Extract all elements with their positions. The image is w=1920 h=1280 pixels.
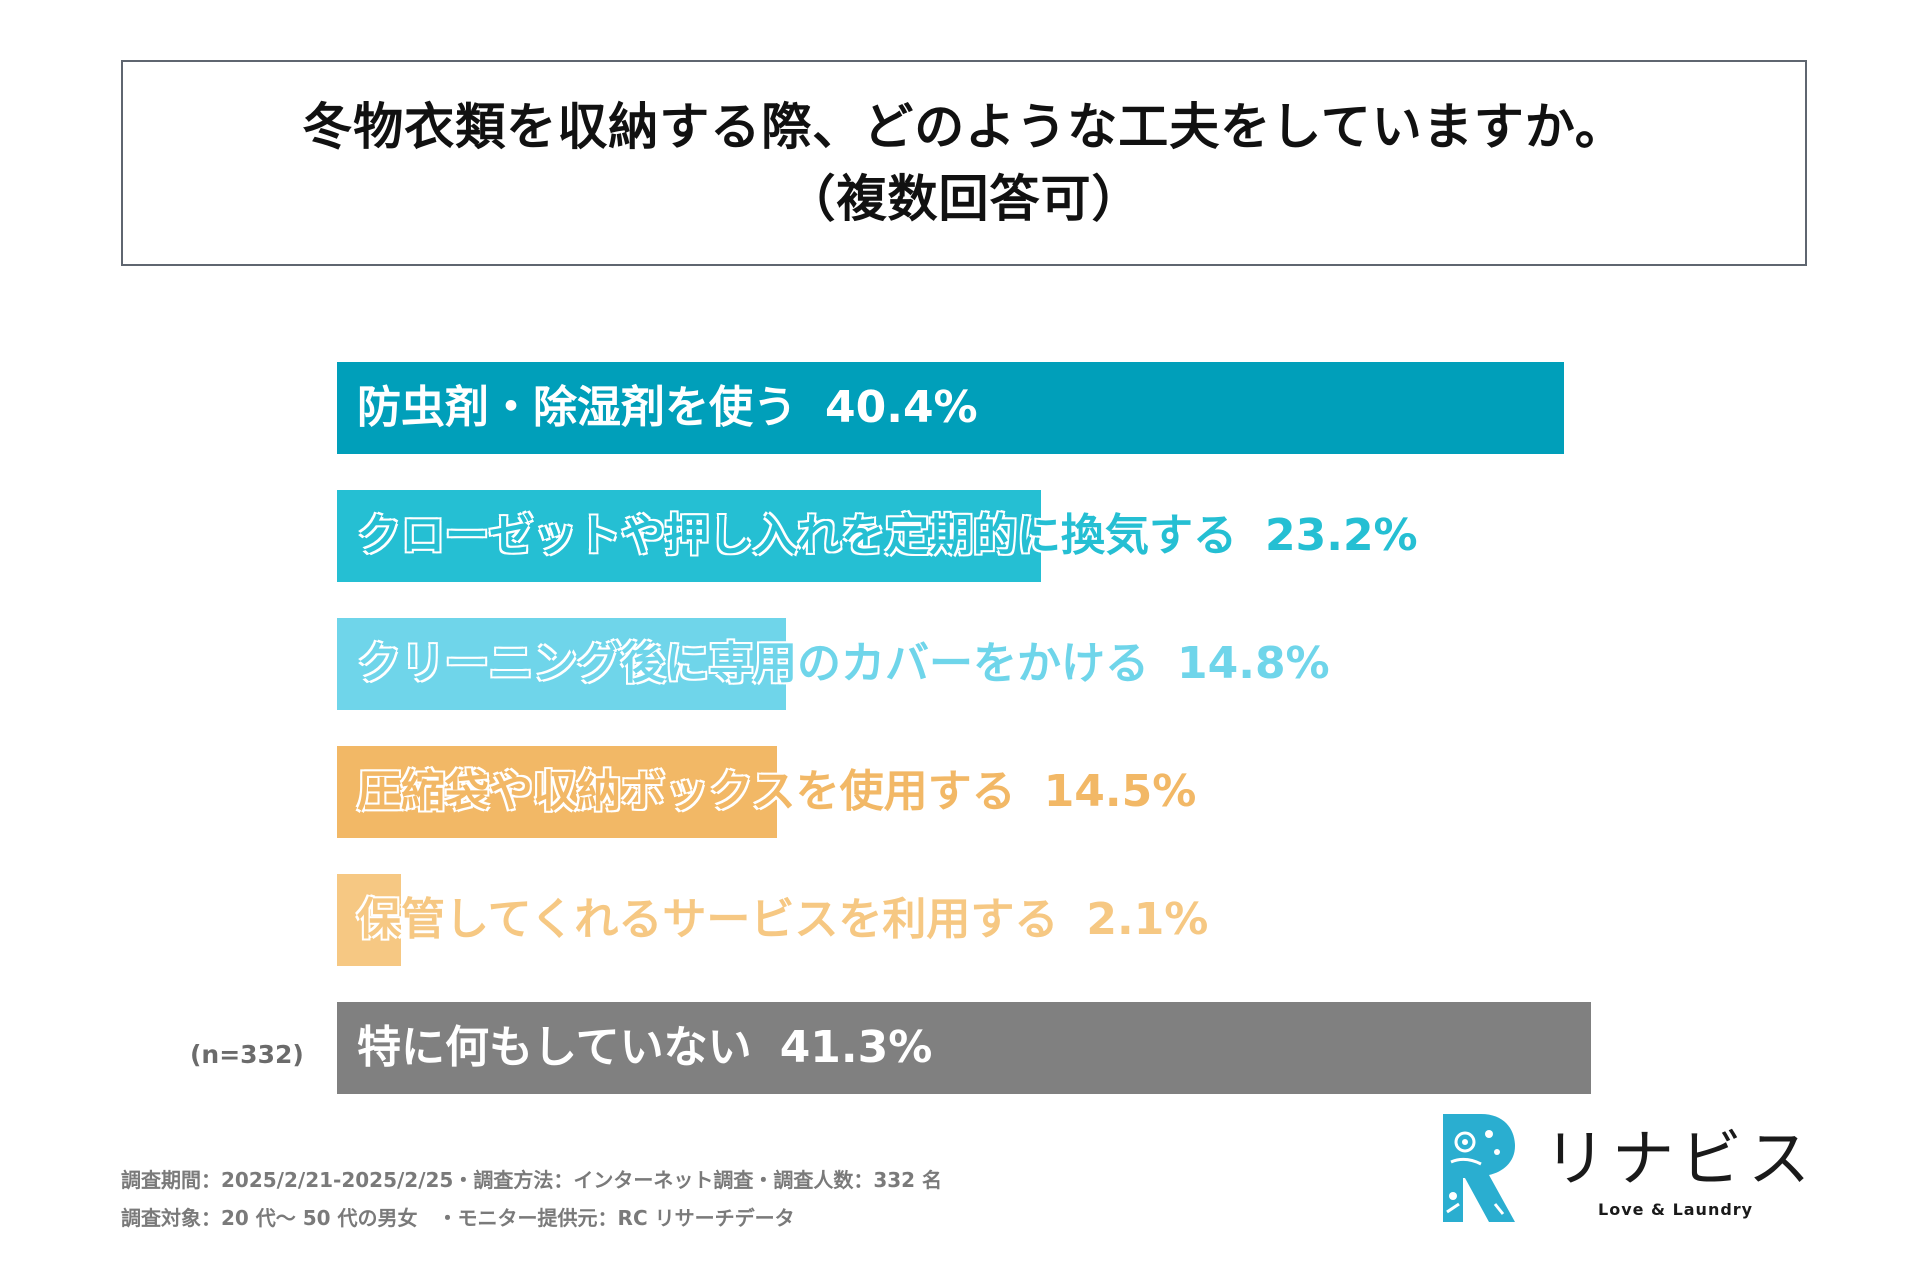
value-label: 2.1% bbox=[1086, 894, 1209, 945]
title-box: 冬物衣類を収納する際、どのような工夫をしていますか。 （複数回答可） bbox=[121, 60, 1807, 266]
bar-label-3: クリーニング後に専用のカバーをかける 14.8% bbox=[357, 618, 1330, 710]
category-label: 圧縮袋や収納ボックスを使用する bbox=[357, 766, 1016, 817]
logo-name: リナビス bbox=[1544, 1122, 1817, 1195]
value-label: 14.8% bbox=[1177, 638, 1330, 689]
category-label: クローゼットや押し入れを定期的に換気する bbox=[357, 510, 1237, 561]
bar-4 bbox=[337, 746, 777, 838]
chart-title-line1: 冬物衣類を収納する際、どのような工夫をしていますか。 bbox=[302, 98, 1626, 156]
category-label: 特に何もしていない bbox=[357, 1022, 752, 1073]
bar-5 bbox=[337, 874, 401, 966]
bar-2 bbox=[337, 490, 1041, 582]
category-label: クリーニング後に専用のカバーをかける bbox=[357, 638, 1149, 689]
bar-label-5: 保管してくれるサービスを利用する 2.1% bbox=[357, 874, 1208, 966]
sample-size-label: (n=332) bbox=[190, 1040, 304, 1069]
bar-label-6: 特に何もしていない 41.3% bbox=[357, 1002, 932, 1094]
bar-label-4: 圧縮袋や収納ボックスを使用する 14.5% bbox=[357, 746, 1196, 838]
rinavis-r-logo-icon bbox=[1443, 1114, 1515, 1222]
value-label: 40.4% bbox=[825, 382, 978, 433]
chart-title-line2: （複数回答可） bbox=[785, 170, 1143, 228]
survey-note-line2: 調査対象：20 代〜 50 代の男女 ・モニター提供元：RC リサーチデータ bbox=[121, 1206, 795, 1230]
category-label: 防虫剤・除湿剤を使う bbox=[357, 382, 797, 433]
value-label: 14.5% bbox=[1043, 766, 1197, 817]
survey-note-line1: 調査期間：2025/2/21-2025/2/25・調査方法：インターネット調査・… bbox=[121, 1168, 943, 1192]
bar-label-1: 防虫剤・除湿剤を使う 40.4% bbox=[357, 362, 978, 454]
bar-6 bbox=[337, 1002, 1591, 1094]
bar-1 bbox=[337, 362, 1564, 454]
value-label: 41.3% bbox=[779, 1022, 933, 1073]
logo-tagline: Love & Laundry bbox=[1598, 1200, 1754, 1219]
category-label: 保管してくれるサービスを利用する bbox=[357, 894, 1059, 945]
value-label: 23.2% bbox=[1265, 510, 1418, 561]
brand-logo: リナビス Love & Laundry bbox=[1441, 1112, 1810, 1226]
bar-3 bbox=[337, 618, 786, 710]
bar-label-2: クローゼットや押し入れを定期的に換気する 23.2% bbox=[357, 490, 1418, 582]
